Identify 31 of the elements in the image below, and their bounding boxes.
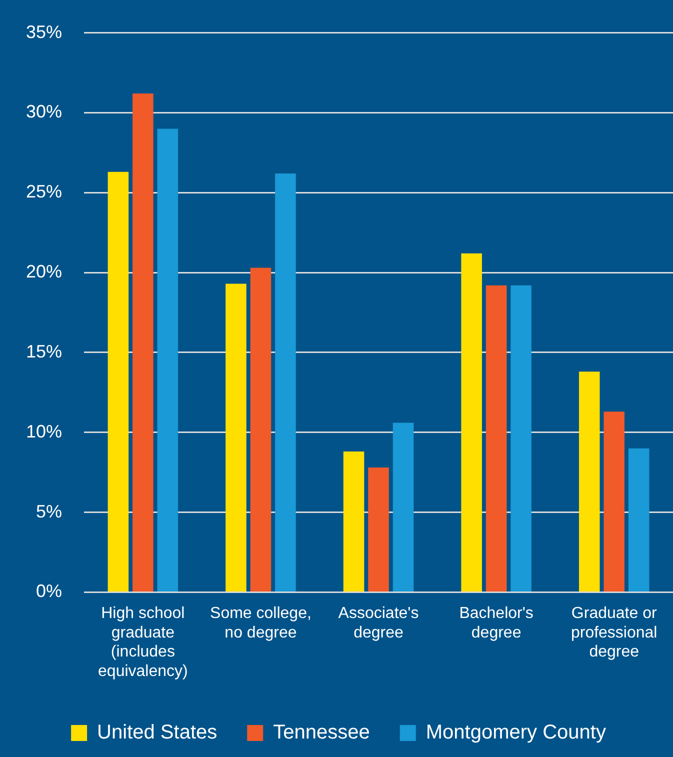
bar: [226, 284, 246, 592]
y-tick-label: 25%: [26, 182, 62, 202]
bar: [510, 285, 532, 592]
bar: [604, 412, 624, 592]
legend-label: United States: [97, 722, 218, 744]
bar: [157, 128, 178, 592]
legend-label: Tennessee: [273, 722, 370, 744]
y-tick-label: 20%: [26, 262, 62, 282]
y-tick-label: 35%: [26, 22, 62, 42]
bar: [628, 448, 650, 592]
bar: [461, 253, 482, 592]
bar: [108, 172, 129, 592]
bar: [578, 372, 600, 592]
y-tick-label: 5%: [36, 501, 62, 522]
bar: [343, 452, 364, 592]
y-tick-label: 10%: [26, 421, 62, 442]
x-tick-label: Some college, no degree: [210, 605, 312, 642]
x-tick-label: Associate's degree: [338, 605, 419, 642]
bar: [275, 173, 296, 592]
x-tick-label: Graduate or professional degree: [570, 605, 658, 661]
y-tick-label: 0%: [36, 581, 62, 602]
bar: [132, 94, 154, 592]
bar: [368, 468, 389, 592]
x-tick-label: High school graduate (includes equivalency): [98, 605, 188, 680]
bar: [392, 422, 414, 592]
y-tick-label: 30%: [26, 102, 62, 122]
bar: [486, 285, 507, 592]
y-tick-label: 15%: [26, 341, 62, 362]
legend-label: Montgomery County: [426, 722, 606, 744]
bar: [250, 268, 272, 592]
x-tick-label: Bachelor's degree: [459, 605, 534, 642]
